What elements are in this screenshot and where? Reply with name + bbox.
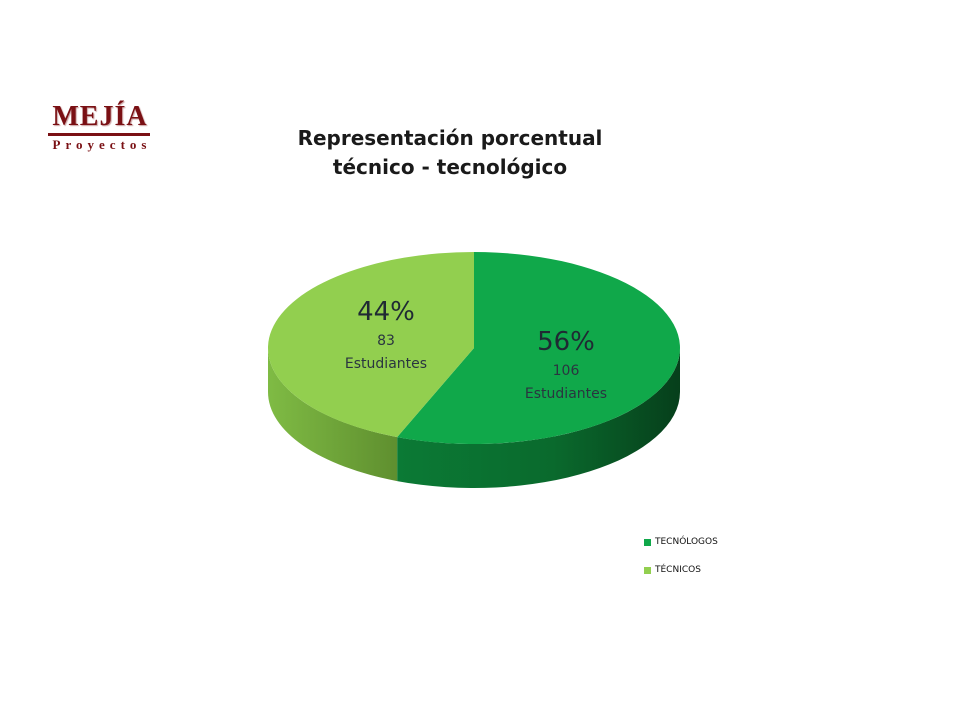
chart-legend: TECNÓLOGOS TÉCNICOS [644, 528, 718, 584]
pie-rim-tecnologos [397, 348, 680, 489]
legend-item-tecnicos: TÉCNICOS [644, 556, 718, 584]
legend-swatch-tecnicos [644, 566, 651, 574]
chart-title-line-2: técnico - tecnológico [332, 155, 568, 179]
pie-rim-tecnicos [268, 348, 398, 482]
brand-logo: MEJÍA Proyectos [40, 102, 160, 152]
legend-label-tecnologos: TECNÓLOGOS [655, 537, 718, 547]
legend-swatch-tecnologos [644, 538, 651, 546]
pie-label-percent-tecnologos: 56% [537, 327, 595, 357]
pie-label-unit-tecnologos: Estudiantes [525, 386, 607, 402]
pie-slice-tecnologos [397, 252, 680, 444]
logo-name: MEJÍA [52, 101, 148, 132]
chart-title-line-1: Representación porcentual [297, 126, 603, 150]
legend-label-tecnicos: TÉCNICOS [655, 565, 701, 575]
logo-divider [48, 133, 150, 136]
chart-title: Representación porcentual técnico - tecn… [250, 124, 650, 182]
pie-label-unit-tecnicos: Estudiantes [345, 356, 427, 372]
pie-slice-tecnicos [267, 252, 474, 438]
pie-label-count-tecnicos: 83 [377, 333, 395, 349]
legend-item-tecnologos: TECNÓLOGOS [644, 528, 718, 556]
pie-label-count-tecnologos: 106 [553, 363, 580, 379]
logo-tagline: Proyectos [52, 137, 152, 152]
pie-label-percent-tecnicos: 44% [357, 297, 415, 327]
